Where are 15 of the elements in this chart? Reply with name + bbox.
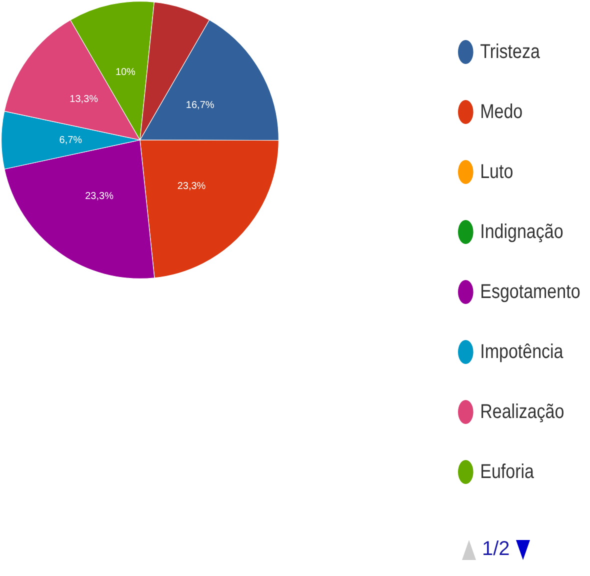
data-label: 10% (115, 66, 136, 78)
legend-label: Luto (480, 160, 514, 184)
legend-label: Medo (480, 100, 523, 124)
legend-label: Tristeza (480, 40, 540, 64)
text: 1/2 (482, 538, 510, 561)
legend-label: Euforia (480, 460, 534, 484)
legend-label: Indignação (480, 220, 564, 244)
data-label: 16,7% (186, 100, 214, 112)
legend-label: Realização (480, 400, 564, 424)
data-label: 13,3% (70, 94, 98, 106)
legend-label: Impotência (480, 340, 564, 364)
legend-label: Esgotamento (480, 280, 580, 304)
data-label: 23,3% (85, 190, 114, 202)
data-label: 6,7% (59, 134, 82, 146)
data-label: 23,3% (177, 181, 206, 192)
